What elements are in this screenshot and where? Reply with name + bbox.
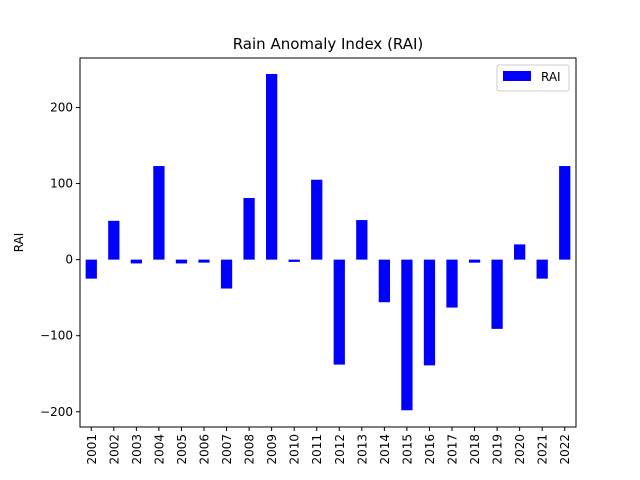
- x-tick-label-2017: 2017: [446, 434, 460, 465]
- x-tick-label-2007: 2007: [220, 434, 234, 465]
- chart-title: Rain Anomaly Index (RAI): [233, 35, 424, 53]
- x-tick-label-2014: 2014: [378, 434, 392, 465]
- x-tick-label-2009: 2009: [265, 434, 279, 465]
- bar-2014: [378, 259, 390, 303]
- x-tick-label-2018: 2018: [468, 434, 482, 465]
- y-tick-label: −100: [40, 329, 73, 343]
- bar-2006: [198, 259, 210, 263]
- bar-2012: [333, 259, 345, 365]
- bar-2007: [220, 259, 233, 289]
- axes-frame: [79, 57, 577, 428]
- y-tick-label: 200: [50, 100, 73, 114]
- x-tick-label-2022: 2022: [558, 434, 572, 465]
- x-tick-label-2001: 2001: [85, 434, 99, 465]
- x-tick-label-2006: 2006: [198, 434, 212, 465]
- x-tick-label-2008: 2008: [243, 434, 257, 465]
- bar-2002: [108, 220, 120, 260]
- x-tick-label-2015: 2015: [400, 434, 414, 465]
- x-tick-label-2021: 2021: [536, 434, 550, 465]
- x-tick-label-2020: 2020: [513, 434, 527, 465]
- y-tick-label: −200: [40, 405, 73, 419]
- bar-2005: [175, 259, 188, 264]
- x-tick-label-2005: 2005: [175, 434, 189, 465]
- bar-2011: [311, 179, 323, 260]
- bar-2015: [401, 259, 413, 411]
- bar-2008: [243, 197, 255, 260]
- bar-2001: [85, 259, 97, 279]
- legend-label-rai: RAI: [541, 70, 561, 84]
- bar-2016: [423, 259, 436, 366]
- legend: RAI: [496, 64, 570, 92]
- y-tick-label: 100: [50, 177, 73, 191]
- x-tick-label-2011: 2011: [310, 434, 324, 465]
- legend-swatch-rai: [503, 71, 531, 81]
- bar-2022: [559, 166, 571, 260]
- bar-2003: [130, 259, 142, 264]
- bar-2021: [536, 259, 548, 279]
- bar-2010: [288, 259, 300, 262]
- bar-2013: [356, 220, 368, 260]
- bar-2018: [468, 259, 481, 263]
- plot-area: −200 −100 0 100 200 2001 2002 2003 2004 2005 2006 2…: [40, 57, 577, 465]
- x-tick-label-2003: 2003: [130, 434, 144, 465]
- y-tick-label: 0: [65, 253, 73, 267]
- x-tick-label-2012: 2012: [333, 434, 347, 465]
- x-tick-label-2016: 2016: [423, 434, 437, 465]
- x-tick-label-2010: 2010: [288, 434, 302, 465]
- x-tick-label-2004: 2004: [152, 434, 166, 465]
- bar-2020: [514, 244, 526, 260]
- bar-2009: [266, 73, 278, 260]
- y-axis-label: RAI: [12, 233, 26, 253]
- bar-2017: [446, 259, 458, 308]
- bar-2019: [491, 259, 503, 329]
- x-tick-label-2002: 2002: [107, 434, 121, 465]
- bar-2004: [153, 166, 165, 260]
- x-tick-label-2019: 2019: [491, 434, 505, 465]
- x-tick-label-2013: 2013: [355, 434, 369, 465]
